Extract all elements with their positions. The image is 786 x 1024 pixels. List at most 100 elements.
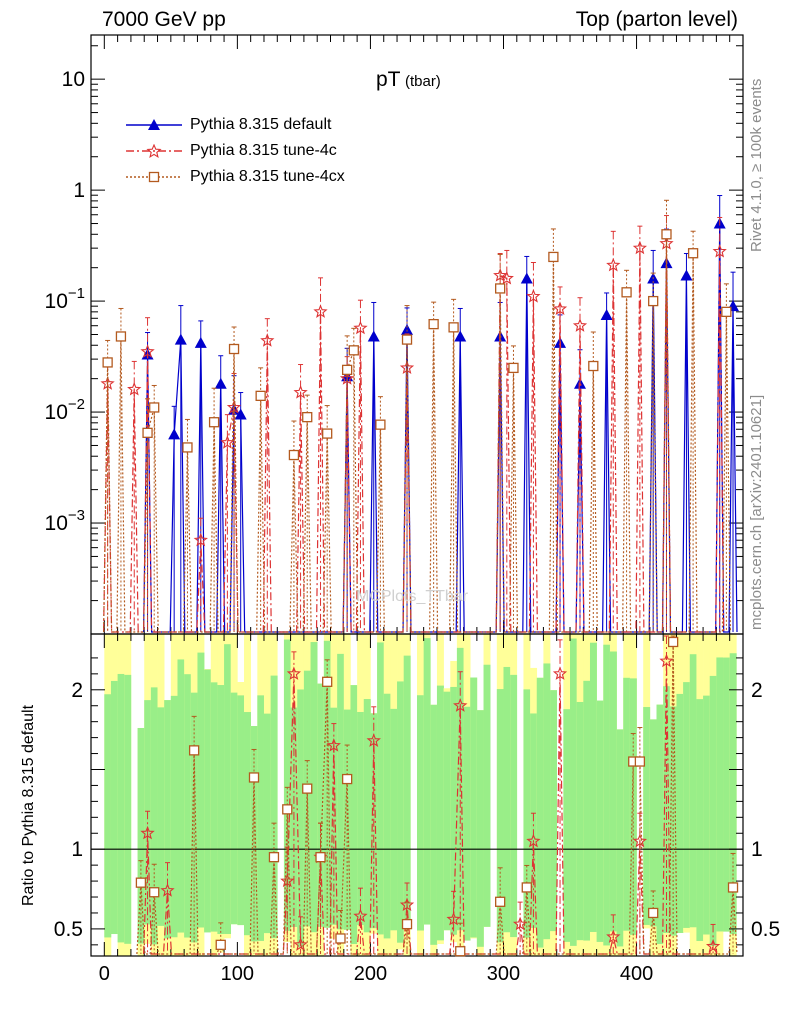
main-point-triangle xyxy=(600,308,613,320)
band-inner xyxy=(443,691,451,931)
band-inner xyxy=(217,685,225,935)
band-inner xyxy=(224,644,232,934)
band-inner xyxy=(170,695,178,938)
main-point-square xyxy=(322,428,333,439)
main-point-square xyxy=(448,322,459,333)
band-inner xyxy=(656,704,664,944)
legend-item-tune4cx: Pythia 8.315 tune-4cx xyxy=(126,164,345,190)
band-inner xyxy=(450,686,458,935)
band-inner xyxy=(689,654,697,928)
band-inner xyxy=(104,694,112,938)
band-inner xyxy=(463,706,471,941)
main-point-star xyxy=(606,257,621,272)
ratio-point-star xyxy=(453,698,468,712)
band-inner xyxy=(177,659,185,933)
band-inner xyxy=(417,695,424,931)
main-point-star xyxy=(493,268,508,282)
band-inner xyxy=(423,638,431,925)
main-y-tick-label: 10−1 xyxy=(45,285,85,313)
ratio-y-tick-label-right: 2 xyxy=(751,679,763,702)
ratio-point-square xyxy=(282,804,293,815)
band-inner xyxy=(523,689,531,938)
band-inner xyxy=(383,693,391,939)
band-inner xyxy=(503,666,511,933)
band-inner xyxy=(237,695,245,926)
ratio-point-star xyxy=(160,883,175,897)
legend: Pythia 8.315 default Pythia 8.315 tune-4… xyxy=(126,112,345,190)
main-point-star xyxy=(526,289,541,303)
ratio-series-line xyxy=(136,641,738,955)
main-point-star xyxy=(127,381,142,396)
main-point-star xyxy=(572,318,588,332)
band-inner xyxy=(696,699,704,941)
ratio-point-square xyxy=(322,676,333,687)
legend-marker-triangle-icon xyxy=(126,119,182,130)
main-y-tick-label: 1 xyxy=(73,179,85,202)
main-point-square xyxy=(341,364,353,376)
band-inner xyxy=(343,709,351,930)
band-inner xyxy=(703,695,711,935)
ratio-point-square xyxy=(455,946,466,957)
band-inner xyxy=(436,685,444,941)
main-point-star xyxy=(193,532,208,547)
ratio-point-star xyxy=(512,916,528,931)
ratio-point-star xyxy=(366,733,381,747)
band-inner xyxy=(110,680,118,935)
main-point-square xyxy=(588,360,599,372)
legend-marker-square-icon xyxy=(126,171,182,183)
main-point-square xyxy=(621,287,632,298)
band-inner xyxy=(150,687,158,945)
ratio-point-star xyxy=(446,911,461,926)
main-point-square xyxy=(208,417,220,428)
legend-label-default: Pythia 8.315 default xyxy=(190,116,332,133)
ratio-point-square xyxy=(401,918,413,930)
ratio-point-star xyxy=(326,738,341,752)
main-point-star xyxy=(552,301,568,316)
band-inner xyxy=(164,700,172,939)
ratio-point-star xyxy=(526,833,541,848)
ratio-series xyxy=(135,635,739,957)
main-point-triangle xyxy=(520,272,533,284)
plot-title: pT (tbar) xyxy=(376,68,441,92)
band-inner xyxy=(117,673,125,943)
main-point-square xyxy=(401,334,413,345)
ratio-point-square xyxy=(149,887,160,898)
ratio-x-tick-label: 200 xyxy=(354,963,387,985)
band-inner xyxy=(244,712,251,936)
band-inner xyxy=(283,639,291,931)
band-inner xyxy=(596,700,604,942)
band-inner xyxy=(583,680,591,941)
ratio-point-square xyxy=(341,773,353,785)
ratio-y-tick-label-left: 1 xyxy=(71,838,83,861)
ratio-y-axis-label: Ratio to Pythia 8.315 default xyxy=(20,704,37,906)
main-point-star xyxy=(712,243,727,258)
ratio-point-star xyxy=(606,929,621,943)
band-inner xyxy=(643,707,651,925)
ratio-x-tick-label: 100 xyxy=(221,963,254,985)
main-point-square xyxy=(115,331,127,342)
main-series xyxy=(102,199,732,633)
band-inner xyxy=(363,699,371,933)
main-point-star xyxy=(220,435,235,449)
main-point-square xyxy=(687,248,699,259)
main-y-tick-label: 10−2 xyxy=(45,396,85,424)
legend-label-tune4cx: Pythia 8.315 tune-4cx xyxy=(190,168,345,185)
main-point-triangle xyxy=(680,269,693,281)
band-inner xyxy=(377,642,385,935)
band-inner xyxy=(709,675,717,946)
main-point-star xyxy=(353,320,368,335)
band-inner xyxy=(157,707,165,926)
ratio-point-square xyxy=(667,636,679,648)
header-left: 7000 GeV pp xyxy=(102,8,226,31)
band-inner xyxy=(470,677,478,938)
band-inner xyxy=(483,664,491,927)
main-point-square xyxy=(495,283,506,294)
band-inner xyxy=(337,653,345,930)
band-inner xyxy=(263,713,271,934)
mcplots-label: mcplots.cern.ch [arXiv:2401.10621] xyxy=(748,394,765,630)
plot-title-main: pT xyxy=(376,68,401,91)
ratio-point-square xyxy=(315,852,326,863)
ratio-point-square xyxy=(521,882,532,893)
band-inner xyxy=(603,644,611,946)
band-inner xyxy=(124,674,132,944)
